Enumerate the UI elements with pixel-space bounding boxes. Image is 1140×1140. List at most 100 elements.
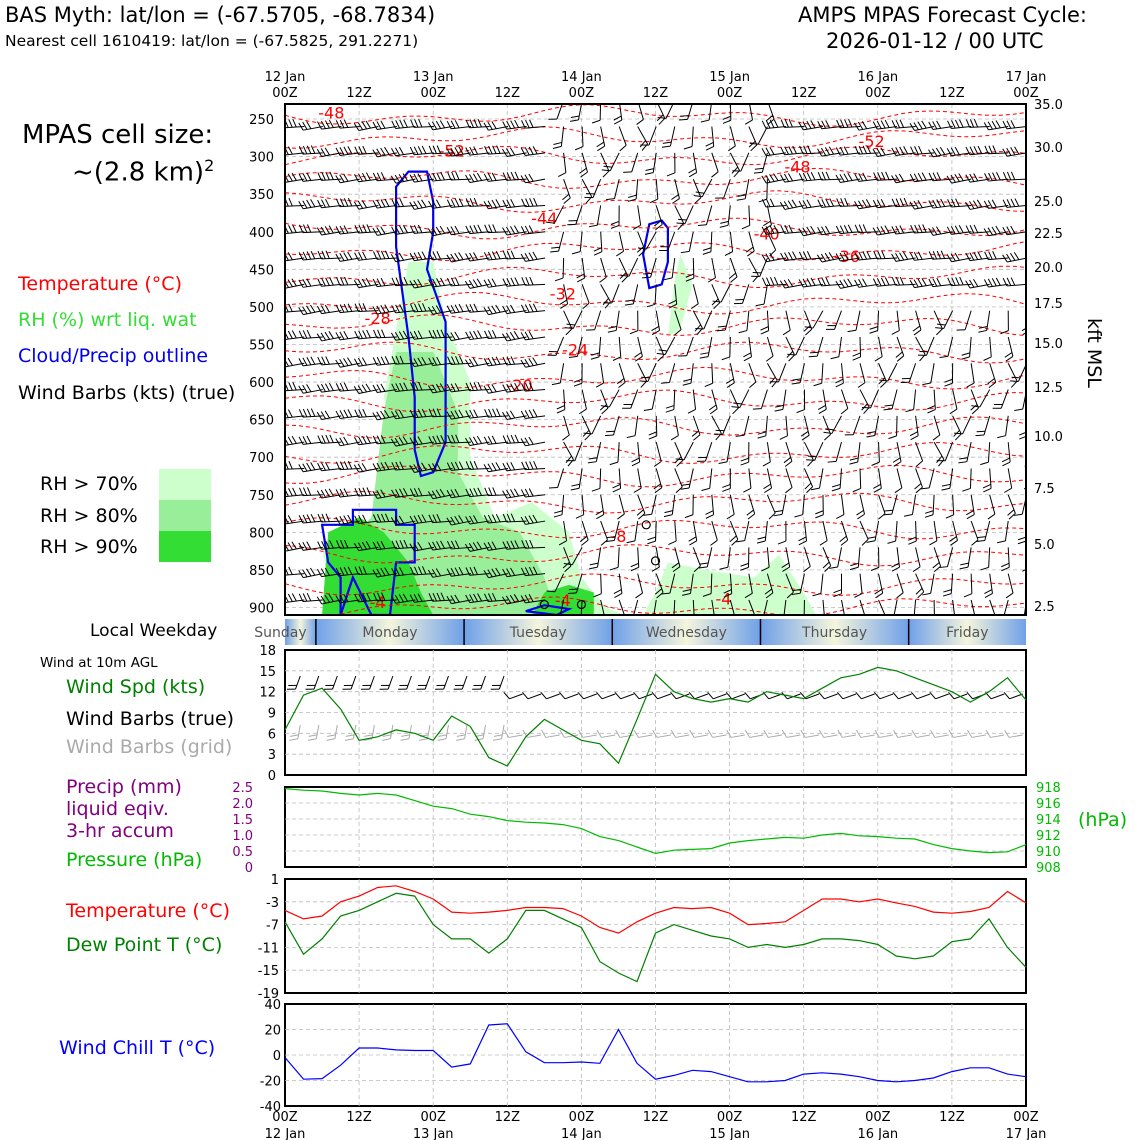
xsec-wind-barb bbox=[945, 494, 955, 519]
calm-circle bbox=[650, 556, 661, 566]
true-wind-barb bbox=[836, 691, 857, 700]
true-wind-barb bbox=[323, 675, 338, 690]
xsec-wind-barb bbox=[390, 330, 416, 341]
xsec-wind-barb bbox=[483, 567, 509, 579]
legend-precip-2: liquid eqiv. bbox=[66, 798, 169, 820]
cell-size-label: MPAS cell size: bbox=[22, 120, 214, 150]
xsec-wind-barb bbox=[465, 515, 490, 525]
xsec-wind-barb bbox=[465, 330, 490, 341]
xsec-wind-barb bbox=[372, 409, 397, 421]
wind-tick-label: 6 bbox=[268, 727, 276, 742]
xsec-wind-barb bbox=[726, 494, 735, 520]
xsec-wind-barb bbox=[744, 104, 753, 125]
pressure-tick-label: 500 bbox=[249, 301, 274, 316]
xsec-wind-barb bbox=[684, 494, 694, 519]
xsec-wind-barb bbox=[623, 152, 639, 173]
xsec-wind-barb bbox=[620, 257, 639, 277]
xsec-wind-barb bbox=[298, 172, 323, 182]
isotherm bbox=[285, 441, 1026, 464]
xsec-wind-barb bbox=[914, 468, 923, 494]
xsec-wind-barb bbox=[566, 441, 583, 462]
xsec-wind-barb bbox=[822, 599, 826, 615]
xsec-wind-barb bbox=[446, 488, 472, 499]
xsec-wind-barb bbox=[956, 310, 972, 331]
xsec-wind-barb bbox=[353, 383, 379, 395]
xsec-wind-barb bbox=[465, 409, 490, 419]
xsec-wind-barb bbox=[483, 384, 509, 394]
xsec-wind-barb bbox=[588, 205, 602, 228]
xsec-wind-barb bbox=[791, 573, 805, 595]
xsec-wind-barb bbox=[483, 278, 509, 288]
xsec-wind-barb bbox=[695, 310, 713, 330]
xsec-wind-barb bbox=[574, 126, 584, 151]
xsec-wind-barb bbox=[668, 284, 678, 309]
xsec-wind-barb bbox=[912, 310, 922, 336]
xsec-wind-barb bbox=[575, 494, 585, 519]
isotherm-label: -28 bbox=[365, 309, 391, 328]
xsec-wind-barb bbox=[298, 592, 323, 603]
xsec-wind-barb bbox=[946, 173, 972, 184]
xsec-wind-barb bbox=[605, 179, 620, 201]
xsec-wind-barb bbox=[563, 310, 573, 336]
xsec-wind-barb bbox=[1014, 389, 1026, 411]
xsec-wind-barb bbox=[483, 356, 509, 367]
xsec-wind-barb bbox=[903, 494, 917, 517]
top-date-label: 14 Jan bbox=[561, 70, 602, 85]
xsec-wind-barb bbox=[1002, 120, 1026, 130]
xsec-wind-barb bbox=[766, 363, 778, 388]
xsec-wind-barb bbox=[483, 435, 509, 445]
xsec-wind-barb bbox=[446, 198, 472, 208]
xsec-wind-barb bbox=[548, 104, 565, 120]
xsec-wind-barb bbox=[502, 304, 527, 315]
xsec-wind-barb bbox=[702, 231, 713, 255]
xsec-wind-barb bbox=[679, 104, 694, 121]
rh80-swatch bbox=[159, 500, 211, 531]
temp-tick-label: -15 bbox=[258, 964, 279, 979]
xsec-wind-barb bbox=[409, 514, 435, 525]
xsec-wind-barb bbox=[891, 251, 916, 262]
xsec-wind-barb bbox=[335, 251, 360, 262]
xsec-wind-barb bbox=[866, 520, 880, 543]
xsec-wind-barb bbox=[947, 119, 972, 129]
xsec-wind-barb bbox=[825, 310, 842, 330]
nearest-cell-subtitle: Nearest cell 1610419: lat/lon = (-67.582… bbox=[5, 32, 419, 50]
grid-wind-barb bbox=[818, 729, 838, 738]
isotherm-label: -12 bbox=[1087, 467, 1113, 486]
true-wind-barb bbox=[911, 691, 931, 700]
wind-tick-label: 12 bbox=[259, 686, 276, 701]
isotherm bbox=[285, 544, 1026, 567]
xsec-wind-barb bbox=[748, 126, 758, 152]
xsec-wind-barb bbox=[785, 573, 794, 599]
bottom-hour-label: 00Z bbox=[1013, 1110, 1039, 1125]
xsec-wind-barb bbox=[446, 409, 472, 420]
xsec-wind-barb bbox=[785, 336, 795, 362]
grid-wind-barb bbox=[615, 729, 634, 738]
xsec-wind-barb bbox=[808, 336, 824, 358]
xsec-wind-barb bbox=[965, 494, 975, 520]
xsec-wind-barb bbox=[736, 520, 750, 543]
xsec-wind-barb bbox=[600, 284, 611, 309]
xsec-wind-barb bbox=[854, 573, 863, 598]
xsec-wind-barb bbox=[317, 119, 342, 130]
xsec-wind-barb bbox=[857, 599, 867, 615]
xsec-wind-barb bbox=[483, 199, 509, 210]
grid-wind-barb bbox=[307, 724, 320, 741]
isotherm bbox=[285, 573, 1026, 596]
xsec-wind-barb bbox=[521, 460, 546, 471]
xsec-wind-barb bbox=[520, 436, 546, 447]
xsec-wind-barb bbox=[928, 146, 953, 158]
xsec-wind-barb bbox=[593, 231, 603, 256]
xsec-wind-barb bbox=[428, 329, 453, 339]
xsec-wind-barb bbox=[654, 205, 663, 231]
xsec-wind-barb bbox=[687, 389, 697, 414]
true-wind-barb bbox=[985, 691, 1005, 700]
xsec-wind-barb bbox=[779, 199, 805, 210]
isotherm bbox=[285, 341, 1026, 364]
isotherm bbox=[285, 167, 1026, 189]
pressure-tick-label: 700 bbox=[249, 451, 274, 466]
grid-wind-barb bbox=[363, 724, 375, 741]
xsec-wind-barb bbox=[409, 436, 435, 446]
height-tick-label: 15.0 bbox=[1034, 337, 1063, 352]
xsec-wind-barb bbox=[409, 251, 435, 262]
xsec-wind-barb bbox=[666, 152, 676, 177]
